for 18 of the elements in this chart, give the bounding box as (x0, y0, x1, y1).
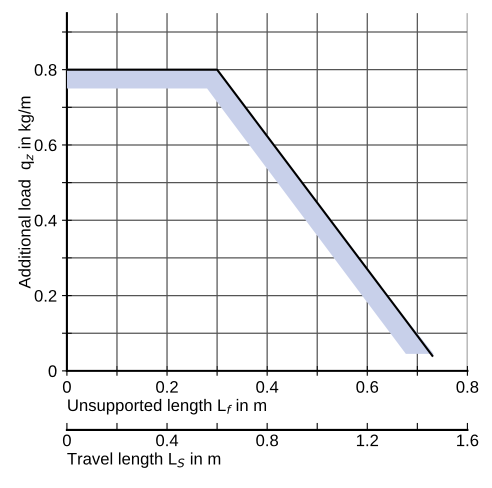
x-tick-label: 0.2 (156, 381, 178, 393)
x-tick-label: 0.4 (256, 381, 278, 393)
y-tick-label: 0.2 (34, 290, 56, 302)
x-axis-title: Unsupported length L$_{f}$ in m (68, 398, 266, 414)
y-axis-title: Additional load q$_{z}$ in kg/m (18, 96, 34, 288)
x2-tick-label: 1.2 (356, 434, 378, 446)
x-tick-label: 0.6 (356, 381, 378, 393)
y-tick-label: 0.8 (34, 64, 56, 76)
y-tick-label: 0 (48, 365, 57, 378)
x-tick-label: 0 (62, 381, 71, 393)
x2-tick-label: 1.6 (457, 434, 478, 446)
x2-tick-label: 0.4 (156, 434, 178, 446)
y-tick-label: 0.4 (34, 214, 57, 226)
x2-axis-title: Travel length L$_{S}$ in m (67, 452, 220, 468)
x2-tick-label: 0 (62, 434, 71, 446)
x-tick-label: 0.8 (456, 381, 478, 393)
x2-tick-label: 0.8 (256, 434, 278, 446)
y-tick-label: 0.6 (34, 139, 56, 152)
